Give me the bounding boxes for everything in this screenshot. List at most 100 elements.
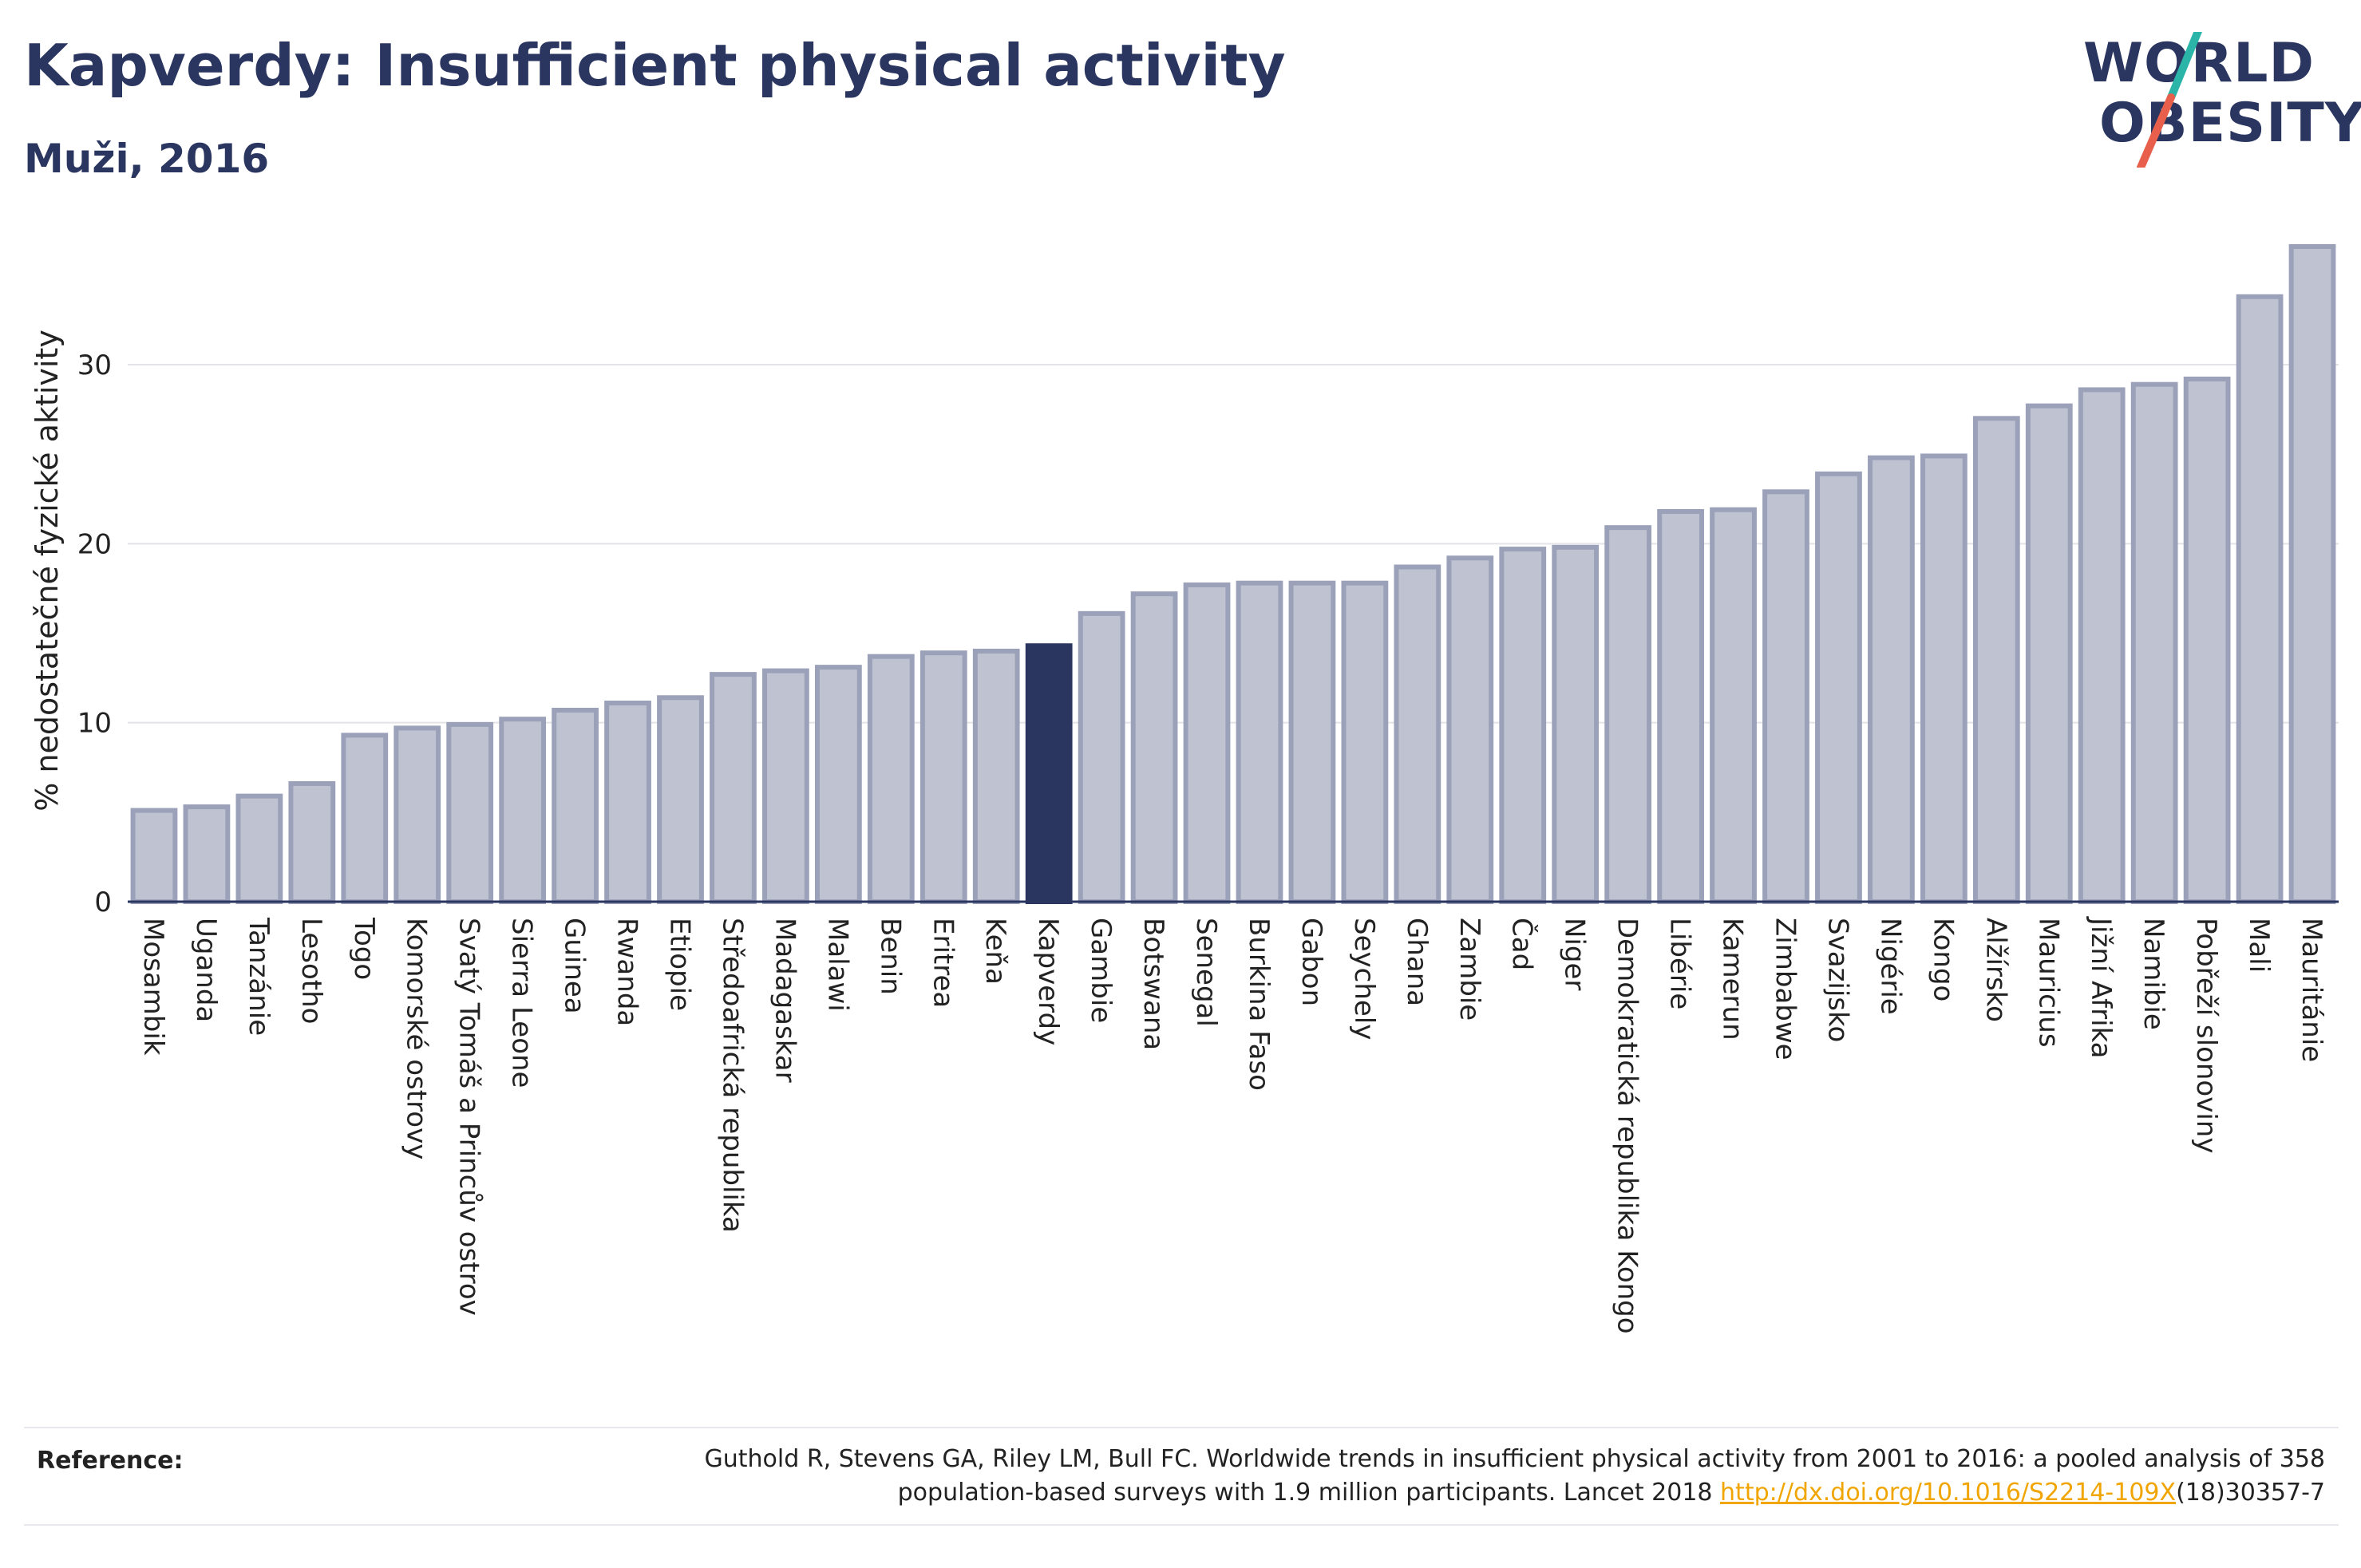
bar[interactable] — [762, 668, 809, 905]
bar-chart: 0 10 20 30 Mosambik Uganda Tanzánie Lesotho Tog… — [30, 243, 2339, 1334]
bar[interactable] — [1236, 580, 1283, 904]
x-tick-label: Nigérie — [1874, 918, 1906, 1015]
bar[interactable] — [1920, 453, 1968, 904]
bar[interactable] — [1130, 591, 1178, 904]
bar[interactable] — [1710, 507, 1757, 904]
bar-highlighted[interactable] — [1025, 643, 1073, 904]
y-axis-label: % nedostatečné fyzické aktivity — [30, 330, 65, 812]
bar[interactable] — [919, 650, 967, 905]
reference-line-2-suffix: (18)30357-7 — [2176, 1479, 2325, 1507]
bar[interactable] — [1341, 580, 1389, 904]
bar[interactable] — [1499, 547, 1547, 904]
bar[interactable] — [657, 695, 704, 904]
bar[interactable] — [814, 665, 862, 904]
x-tick-label: Lesotho — [295, 918, 327, 1024]
x-tick-label: Malawi — [821, 918, 853, 1012]
x-tick-label: Togo — [348, 917, 380, 980]
reference-divider-bottom — [24, 1524, 2339, 1526]
x-tick-label: Madagaskar — [769, 918, 801, 1083]
bar[interactable] — [499, 717, 547, 905]
reference-line-2-prefix: population-based surveys with 1.9 millio… — [897, 1479, 1721, 1507]
x-tick-label: Uganda — [190, 918, 222, 1022]
bar[interactable] — [2236, 294, 2284, 904]
x-tick-label: Gambie — [1085, 918, 1117, 1023]
page-title: Kapverdy: Insufficient physical activity — [24, 32, 1286, 99]
bar[interactable] — [604, 701, 651, 904]
x-tick-label: Seychely — [1348, 918, 1380, 1040]
x-tick-label: Keňa — [979, 918, 1011, 985]
x-tick-label: Kamerun — [1717, 918, 1749, 1041]
bar[interactable] — [341, 733, 389, 904]
bar[interactable] — [2025, 403, 2073, 904]
x-tick-label: Alžírsko — [1979, 918, 2011, 1022]
x-tick-label: Komorské ostrovy — [401, 918, 433, 1159]
y-tick-label: 0 — [94, 887, 112, 918]
bar[interactable] — [235, 793, 283, 904]
x-tick-label: Guinea — [559, 918, 591, 1014]
x-tick-label: Burkina Faso — [1243, 918, 1275, 1091]
x-tick-label: Mauricius — [2032, 918, 2064, 1048]
reference-line-1: Guthold R, Stevens GA, Riley LM, Bull FC… — [704, 1445, 2325, 1473]
x-tick-label: Jižní Afrika — [2085, 916, 2117, 1059]
bar[interactable] — [394, 725, 441, 904]
x-tick-label: Svatý Tomáš a Princův ostrov — [453, 918, 485, 1316]
x-tick-label: Pobřeží slonoviny — [2190, 918, 2222, 1153]
bar[interactable] — [1604, 525, 1652, 904]
x-tick-label: Středoafrická republika — [716, 918, 748, 1233]
bar[interactable] — [1657, 508, 1704, 904]
bar[interactable] — [1288, 580, 1336, 904]
bar[interactable] — [1183, 582, 1231, 904]
bar[interactable] — [552, 707, 599, 904]
y-tick-label: 30 — [77, 350, 112, 381]
bar[interactable] — [1815, 471, 1862, 904]
bar[interactable] — [1868, 455, 1915, 905]
x-tick-label: Tanzánie — [243, 917, 275, 1036]
bar[interactable] — [183, 804, 231, 904]
x-tick-label: Svazijsko — [1821, 918, 1853, 1042]
x-tick-label: Rwanda — [611, 918, 643, 1026]
x-tick-label: Kongo — [1927, 918, 1959, 1001]
logo-line-2: OBESITY — [2099, 92, 2361, 155]
reference-divider-top — [24, 1427, 2339, 1428]
reference-text: Guthold R, Stevens GA, Riley LM, Bull FC… — [569, 1443, 2325, 1510]
bar[interactable] — [1394, 564, 1442, 904]
bar[interactable] — [2288, 243, 2336, 905]
logo-slash-icon — [2137, 32, 2202, 168]
x-tick-label: Zimbabwe — [1770, 918, 1801, 1060]
x-tick-label: Etiopie — [664, 918, 696, 1011]
bar[interactable] — [867, 654, 915, 904]
x-tick-label: Zambie — [1453, 918, 1485, 1021]
bar[interactable] — [2183, 376, 2231, 905]
bar[interactable] — [130, 808, 178, 905]
bar[interactable] — [972, 648, 1020, 904]
x-tick-label: Mauritánie — [2296, 918, 2327, 1062]
reference-doi-link[interactable]: http://dx.doi.org/10.1016/S2214-109X — [1720, 1479, 2177, 1507]
bar[interactable] — [2078, 387, 2126, 904]
y-tick-label: 20 — [77, 528, 112, 560]
x-tick-label: Senegal — [1190, 918, 1222, 1027]
x-tick-label: Libérie — [1664, 918, 1696, 1009]
x-tick-label: Ghana — [1401, 918, 1433, 1006]
bar[interactable] — [710, 672, 757, 904]
bar[interactable] — [2130, 381, 2178, 904]
x-tick-label: Mali — [2243, 918, 2275, 973]
x-tick-label: Čad — [1506, 918, 1539, 970]
bar[interactable] — [1446, 555, 1494, 904]
x-tick-label: Mosambik — [137, 918, 169, 1056]
x-tick-label: Botswana — [1137, 918, 1169, 1050]
bar[interactable] — [1078, 610, 1125, 904]
bar[interactable] — [288, 780, 336, 904]
page-subtitle: Muži, 2016 — [24, 136, 270, 182]
logo-line-1: WORLD — [2083, 32, 2315, 95]
world-obesity-logo[interactable]: WORLD OBESITY — [2083, 32, 2361, 168]
x-tick-label: Gabon — [1295, 918, 1327, 1006]
bar[interactable] — [1552, 544, 1600, 904]
x-tick-label: Eritrea — [927, 918, 959, 1008]
bar[interactable] — [1762, 489, 1809, 904]
bar[interactable] — [1972, 416, 2020, 904]
bar[interactable] — [446, 721, 494, 905]
x-tick-label: Kapverdy — [1032, 918, 1064, 1045]
x-tick-label: Demokratická republika Kongo — [1612, 918, 1643, 1334]
x-tick-label: Namibie — [2138, 918, 2169, 1030]
y-tick-label: 10 — [77, 708, 112, 740]
